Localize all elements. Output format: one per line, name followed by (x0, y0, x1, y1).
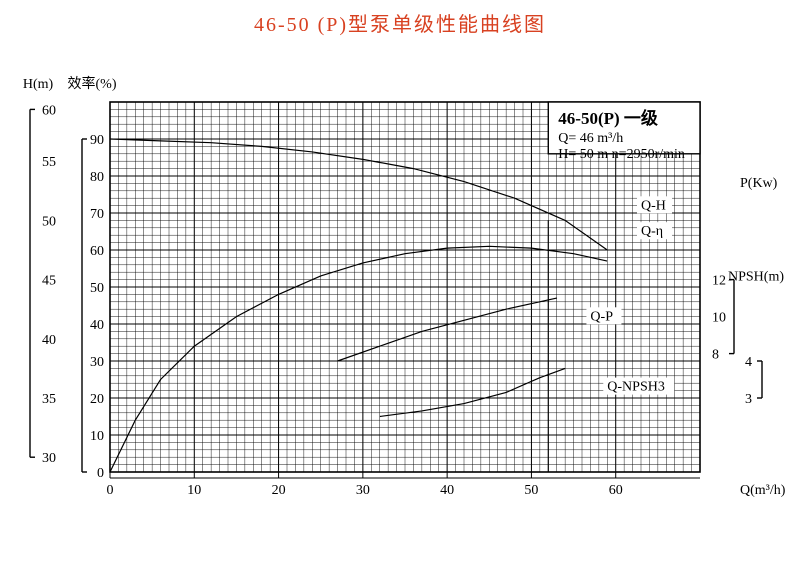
chart-title: 46-50 (P)型泵单级性能曲线图 (0, 0, 800, 37)
svg-text:35: 35 (42, 392, 56, 407)
svg-text:10: 10 (712, 311, 726, 326)
svg-text:50: 50 (42, 214, 56, 229)
svg-text:80: 80 (90, 170, 104, 185)
svg-text:30: 30 (356, 483, 370, 498)
svg-text:P(Kw): P(Kw) (740, 176, 778, 191)
svg-text:45: 45 (42, 274, 56, 289)
svg-text:20: 20 (272, 483, 286, 498)
svg-text:Q-H: Q-H (641, 198, 666, 213)
svg-text:H= 50 m n=2950r/min: H= 50 m n=2950r/min (558, 147, 685, 162)
svg-text:8: 8 (712, 348, 719, 363)
svg-text:55: 55 (42, 155, 56, 170)
svg-text:10: 10 (187, 483, 201, 498)
chart-container: 46-50 (P)型泵单级性能曲线图 0102030405060Q(m³/h)0… (0, 0, 800, 565)
svg-text:70: 70 (90, 207, 104, 222)
svg-text:效率(%): 效率(%) (68, 75, 117, 92)
pump-performance-chart: 0 10 20 30 40 50 60 Q(m³/h) 0 10 20 30 40 50 60 70 80 90 效… (0, 37, 800, 562)
svg-text:0: 0 (97, 466, 104, 481)
svg-text:90: 90 (90, 133, 104, 148)
svg-text:40: 40 (42, 333, 56, 348)
svg-text:H(m): H(m) (23, 77, 54, 92)
svg-text:Q(m³/h): Q(m³/h) (740, 483, 786, 498)
svg-text:12: 12 (712, 274, 726, 289)
svg-text:60: 60 (609, 483, 623, 498)
svg-text:Q= 46 m³/h: Q= 46 m³/h (558, 131, 623, 146)
svg-text:40: 40 (440, 483, 454, 498)
svg-text:NPSH(m): NPSH(m) (728, 270, 784, 285)
svg-text:3: 3 (745, 392, 752, 407)
svg-text:60: 60 (42, 103, 56, 118)
svg-text:40: 40 (90, 318, 104, 333)
svg-text:60: 60 (90, 244, 104, 259)
svg-text:30: 30 (90, 355, 104, 370)
svg-text:4: 4 (745, 355, 752, 370)
svg-text:30: 30 (42, 451, 56, 466)
svg-text:Q-η: Q-η (641, 224, 663, 239)
svg-text:0: 0 (107, 483, 114, 498)
svg-text:Q-NPSH3: Q-NPSH3 (607, 380, 665, 395)
svg-text:46-50(P) 一级: 46-50(P) 一级 (558, 108, 658, 128)
svg-text:10: 10 (90, 429, 104, 444)
svg-text:Q-P: Q-P (590, 309, 613, 324)
svg-text:50: 50 (524, 483, 538, 498)
svg-text:20: 20 (90, 392, 104, 407)
svg-text:50: 50 (90, 281, 104, 296)
